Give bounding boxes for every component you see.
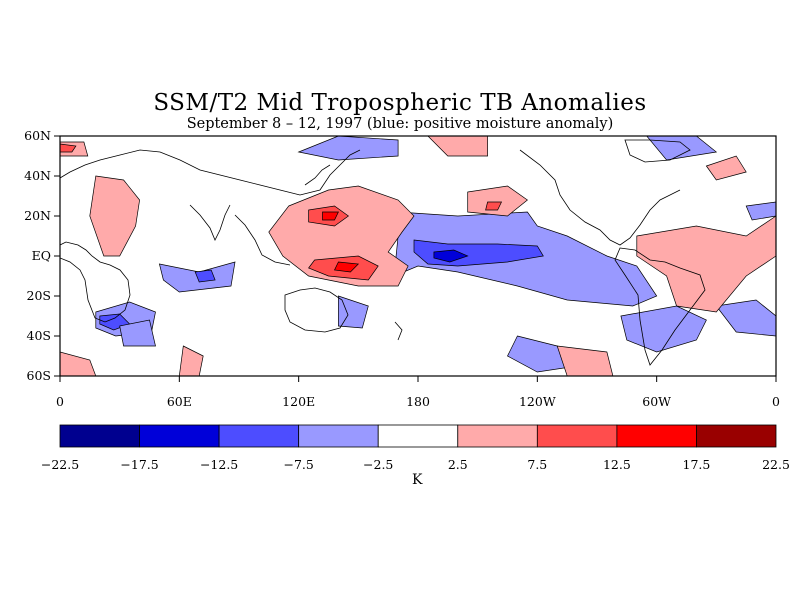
coast-north-america	[519, 149, 681, 246]
colorbar-level-label: −12.5	[200, 457, 238, 472]
lat-tick-label: 40S	[27, 328, 51, 343]
anomaly-region-6	[194, 269, 216, 283]
lon-tick-label: 0	[56, 394, 64, 409]
anomaly-region-30	[178, 345, 204, 376]
lon-tick-label: 120W	[519, 394, 556, 409]
anomaly-region-21	[636, 215, 776, 313]
anomaly-region-23	[485, 201, 503, 211]
anomaly-field	[60, 136, 776, 376]
anomaly-region-10	[338, 295, 369, 329]
lon-tick-label: 180	[406, 394, 430, 409]
anomaly-region-18	[322, 211, 339, 221]
colorbar-swatch	[377, 424, 459, 448]
anomaly-region-22	[467, 185, 528, 217]
coast-greenland	[624, 139, 691, 163]
map-title: SSM/T2 Mid Tropospheric TB Anomalies	[153, 90, 647, 116]
colorbar-level-label: −2.5	[363, 457, 393, 472]
anomaly-region-14	[119, 319, 156, 347]
anomaly-region-9	[715, 299, 776, 337]
colorbar-level-label: −22.5	[41, 457, 79, 472]
anomaly-region-29	[705, 155, 747, 181]
coast-europe-asia	[60, 149, 361, 196]
coast-australia	[284, 287, 349, 333]
lat-tick-label: 60N	[24, 128, 51, 143]
colorbar-level-label: 17.5	[683, 457, 711, 472]
anomaly-region-12	[646, 136, 718, 161]
colorbar-swatch	[616, 424, 697, 448]
colorbar-swatch	[696, 424, 777, 448]
anomaly-region-19	[333, 261, 360, 273]
colorbar-swatch	[139, 424, 220, 448]
lat-tick-label: 20N	[24, 208, 51, 223]
coast-japan	[304, 164, 331, 186]
anomaly-region-27	[556, 345, 614, 376]
lon-tick-label: 0	[772, 394, 780, 409]
colorbar: −22.5 −17.5 −12.5 −7.5 −2.5 2.5 7.5 12.5 17.5 22.…	[41, 424, 790, 472]
anomaly-region-11	[507, 335, 578, 373]
colorbar-swatch	[59, 424, 140, 448]
colorbar-swatch	[298, 424, 379, 448]
coast-seasia	[234, 214, 291, 266]
lon-tick-label: 120E	[282, 394, 315, 409]
anomaly-region-7	[297, 136, 399, 161]
axis-ticks: 60N 40N 20N EQ 20S 40S 60S 0 60E 120E 180 120W 60W 0	[24, 128, 780, 409]
colorbar-level-label: 7.5	[527, 457, 547, 472]
anomaly-region-8	[620, 305, 707, 353]
colorbar-level-label: −7.5	[283, 457, 313, 472]
lat-tick-label: 20S	[27, 288, 51, 303]
colorbar-level-label: 2.5	[448, 457, 468, 472]
lat-tick-label: 60S	[27, 368, 51, 383]
colorbar-level-label: 12.5	[603, 457, 631, 472]
coast-africa	[60, 241, 131, 323]
coast-south-america	[614, 247, 706, 366]
anomaly-region-20	[89, 175, 140, 257]
anomaly-region-2	[433, 249, 469, 263]
anomaly-region-15	[268, 185, 415, 287]
anomaly-region-13	[745, 201, 776, 221]
lat-tick-label: EQ	[32, 248, 51, 263]
anomaly-region-28	[427, 136, 488, 157]
anomaly-region-25	[60, 143, 77, 153]
coast-india	[189, 204, 231, 241]
coast-newzealand	[394, 321, 403, 341]
colorbar-swatch	[218, 424, 300, 448]
map-subtitle: September 8 – 12, 1997 (blue: positive m…	[186, 116, 614, 132]
lon-tick-label: 60E	[167, 394, 192, 409]
lat-tick-label: 40N	[24, 168, 51, 183]
colorbar-swatch	[536, 424, 618, 448]
lon-tick-label: 60W	[642, 394, 671, 409]
coastlines	[60, 139, 706, 366]
colorbar-level-label: 22.5	[762, 457, 790, 472]
colorbar-unit-label: K	[412, 472, 423, 488]
colorbar-swatch	[457, 424, 538, 448]
anomaly-region-26	[60, 351, 97, 376]
colorbar-level-label: −17.5	[120, 457, 158, 472]
